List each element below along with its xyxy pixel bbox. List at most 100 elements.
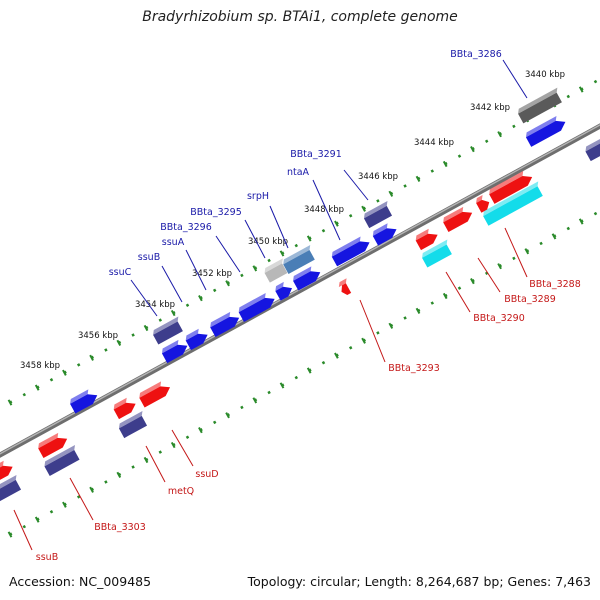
upper-track-dot [104, 348, 108, 352]
lower-track-tick [415, 307, 421, 315]
gene-bbta-3303[interactable] [36, 430, 70, 459]
gene-bbta-3286-shade [518, 87, 558, 114]
gene-upper-blue-shade [161, 339, 179, 354]
upper-track-tick [62, 369, 67, 376]
gene-ntaA-b[interactable] [330, 234, 372, 267]
upper-track-dot [131, 333, 135, 337]
lower-track-tick [388, 322, 394, 329]
gene-label[interactable]: BBta_3296 [160, 222, 212, 233]
gene-label[interactable]: BBta_3303 [94, 522, 146, 533]
gene-bbta-3286[interactable] [516, 87, 564, 124]
gene-ssuC-b[interactable] [184, 326, 211, 351]
gene-bbta-3295[interactable] [263, 258, 290, 283]
gene-bbta-3291[interactable] [362, 200, 395, 229]
gene-small-red-shade [476, 194, 483, 204]
upper-track-dot [76, 363, 81, 367]
gene-labels-layer: BBta_3286 BBta_3291 ntaA srpH BBta_3295 BBta_… [13, 49, 581, 563]
gene-bbta-3287[interactable] [524, 114, 568, 147]
gene-bbta-3290-b[interactable] [414, 226, 441, 251]
gene-bbta-3295-shade [264, 258, 283, 273]
scale-label: 3452 kbp [192, 269, 232, 279]
lower-track-tick [252, 397, 258, 404]
upper-track-dot [22, 392, 27, 397]
scale-label: 3440 kbp [525, 70, 565, 80]
gene-bbta-3290-shade [443, 206, 464, 223]
upper-track-dot [457, 154, 462, 158]
gene-upper-blue-body [161, 344, 188, 364]
gene-label[interactable]: metQ [168, 486, 194, 497]
gene-label[interactable]: BBta_3290 [473, 313, 525, 324]
upper-track-tick [143, 324, 149, 332]
lower-track-tick [198, 427, 203, 434]
gene-label[interactable]: ssuD [195, 469, 218, 480]
upper-track-tick [442, 160, 448, 168]
gene-bbta-3289[interactable] [481, 181, 545, 226]
gene-upper-blue[interactable] [160, 337, 190, 364]
gene-edge-red[interactable] [0, 458, 15, 483]
gene-ssuA[interactable] [273, 280, 294, 301]
label-leader [502, 59, 528, 99]
gene-label[interactable]: BBta_3288 [529, 279, 581, 290]
scale-label: 3446 kbp [358, 172, 398, 182]
gene-cyan-2[interactable] [420, 239, 454, 268]
gene-ssuB-shade [238, 292, 266, 313]
gene-bbta-3290[interactable] [441, 204, 475, 233]
gene-ntaA[interactable] [371, 221, 399, 246]
gene-ssuB[interactable] [237, 291, 278, 322]
gene-upper-navy[interactable] [151, 316, 185, 345]
gene-metQ[interactable] [117, 410, 150, 439]
map-title: Bradyrhizobium sp. BTAi1, complete genom… [142, 9, 458, 25]
gene-label[interactable]: BBta_3286 [450, 49, 502, 60]
gene-label[interactable]: ssuB [36, 552, 58, 563]
gene-bbta-3303-b[interactable] [43, 445, 83, 476]
gene-edge[interactable] [584, 137, 600, 162]
lower-track-dot [593, 211, 598, 216]
gene-label[interactable]: BBta_3291 [290, 149, 342, 160]
label-leader [185, 249, 207, 291]
gene-left-blue-shade [70, 389, 89, 404]
gene-label[interactable]: BBta_3289 [504, 294, 556, 305]
gene-srpH[interactable] [281, 245, 317, 275]
gene-bbta-3288[interactable] [487, 169, 535, 204]
gene-label[interactable]: ssuA [162, 237, 185, 248]
gene-ssuD-body [139, 386, 171, 408]
upper-track-tick [89, 354, 94, 361]
gene-edge-red-body [0, 465, 13, 483]
gene-bbta-3288-shade [489, 171, 524, 195]
gene-small-red[interactable] [474, 194, 492, 213]
lower-track-tick [470, 277, 475, 285]
gene-label[interactable]: BBta_3295 [190, 207, 242, 218]
upper-track-dot [240, 273, 244, 278]
gene-bbta-3296[interactable] [291, 264, 323, 291]
scale-label: 3454 kbp [135, 300, 175, 310]
gene-bbta-3293-shade [338, 278, 347, 288]
upper-track-tick [388, 190, 394, 197]
gene-ntaA-b-body [331, 241, 370, 267]
gene-label[interactable]: ntaA [287, 167, 310, 178]
upper-track-dot [49, 378, 54, 382]
lower-track-dot [240, 405, 244, 410]
gene-ssuD-b[interactable] [112, 395, 139, 420]
gene-bbta-3293[interactable] [337, 278, 354, 296]
gene-ssuD[interactable] [137, 379, 172, 408]
gene-ntaA-shade [372, 223, 388, 236]
gene-ssuD-shade [139, 381, 162, 398]
gene-ssuC[interactable] [208, 309, 242, 338]
lower-track-tick [361, 337, 366, 344]
gene-features-layer [0, 87, 600, 503]
gene-bbta-3303-b-body [44, 450, 80, 476]
lower-track-tick [551, 233, 557, 240]
gene-label[interactable]: ssuC [109, 267, 132, 278]
gene-ssuC-b-body [185, 333, 208, 351]
gene-label[interactable]: srpH [247, 191, 269, 202]
lower-track-dot [539, 241, 543, 246]
label-leader [171, 429, 194, 467]
upper-track-tick [415, 175, 421, 183]
lower-track-tick [34, 516, 40, 523]
gene-label[interactable]: ssuB [138, 252, 160, 263]
gene-label[interactable]: BBta_3293 [388, 363, 440, 374]
gene-left-blue[interactable] [68, 387, 100, 414]
gene-ssuB-lower[interactable] [0, 474, 24, 503]
gene-bbta-3296-body [293, 271, 321, 291]
